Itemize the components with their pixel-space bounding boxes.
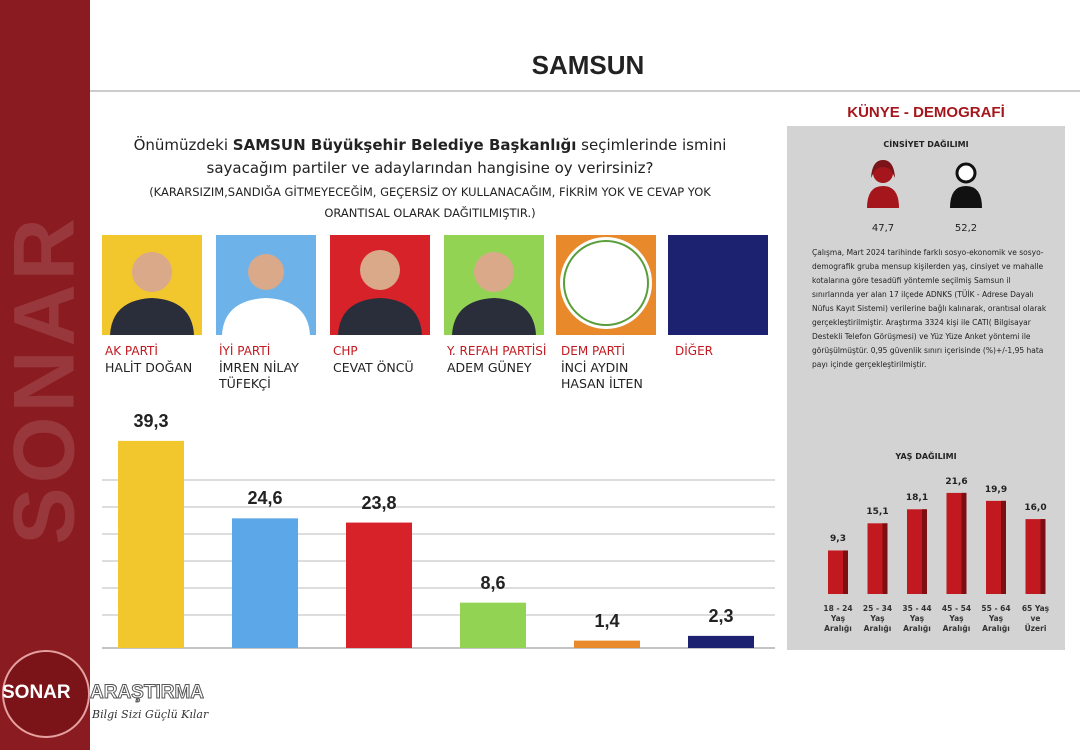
candidate-label: İNCİ AYDIN HASAN İLTEN <box>561 360 643 391</box>
panel-header: KÜNYE - DEMOGRAFİ <box>847 104 1005 121</box>
x-tick-label: 45 - 54 Yaş Aralığı <box>941 604 972 633</box>
method-text: Çalışma, Mart 2024 tarihinde farklı sosy… <box>812 248 1047 369</box>
value-label: 18,1 <box>905 493 929 504</box>
page-title: SAMSUN <box>531 50 645 80</box>
bar-side <box>882 523 888 594</box>
sidebar: SONAR <box>0 0 90 750</box>
question-text: seçimlerinde ismini sayacağım partiler v… <box>206 136 727 177</box>
candidate-label: CEVAT ÖNCÜ <box>333 360 414 375</box>
female-value: 47,7 <box>871 223 895 234</box>
candidate-label: İMREN NİLAY TÜFEKÇİ <box>219 360 299 391</box>
bar-side <box>1001 500 1006 594</box>
value-label: 23,8 <box>361 492 397 513</box>
party-label: CHP <box>333 344 358 358</box>
note: (KARARSIZIM,SANDIĞA GİTMEYECEĞİM, GEÇERS… <box>149 185 711 220</box>
tagline: Bilgi Sizi Güçlü Kılar <box>92 708 209 721</box>
male-value: 52,2 <box>954 223 978 234</box>
question-text: Önümüzdeki <box>133 136 228 154</box>
photos <box>102 235 768 335</box>
bar-side <box>1040 519 1046 594</box>
value-label: 2,3 <box>708 605 734 626</box>
x-tick-label: 55 - 64 Yaş Aralığı <box>981 604 1011 633</box>
bar-side <box>961 492 967 594</box>
guides <box>102 479 775 649</box>
bar <box>232 518 298 648</box>
bar <box>688 635 754 648</box>
x-tick-label: 18 - 24 Yaş Aralığı <box>823 604 853 633</box>
brand: ARAŞTIRMA <box>90 682 205 704</box>
age-title: YAŞ DAĞILIMI <box>895 452 957 461</box>
logo-circle <box>2 650 90 738</box>
value-label: 9,3 <box>830 534 846 545</box>
party-label: DİĞER <box>675 344 713 358</box>
party-label: Y. REFAH PARTİSİ <box>447 344 547 358</box>
party-label: DEM PARTİ <box>561 344 626 358</box>
value-label: 39,3 <box>133 410 169 431</box>
gender-title: CİNSİYET DAĞILIMI <box>883 140 969 149</box>
question-bold: SAMSUN Büyükşehir Belediye Başkanlığı <box>232 136 577 154</box>
value-label: 1,4 <box>594 610 620 631</box>
value-label: 19,9 <box>984 484 1008 495</box>
logo-text: SONAR <box>2 682 71 703</box>
value-label: 21,6 <box>945 476 968 487</box>
party-label: AK PARTİ <box>105 344 158 358</box>
value-label: 16,0 <box>1024 503 1047 514</box>
value-label: 24,6 <box>247 488 283 509</box>
question: Önümüzdeki SAMSUN Büyükşehir Belediye Ba… <box>130 134 730 180</box>
candidate-label: HALİT DOĞAN <box>105 360 193 375</box>
x-tick-label: 25 - 34 Yaş Aralığı <box>862 604 893 633</box>
x-tick-label: 35 - 44 Yaş Aralığı <box>902 604 932 633</box>
value-label: 8,6 <box>480 572 506 593</box>
candidate-label: ADEM GÜNEY <box>447 360 532 375</box>
bar-side <box>843 550 848 594</box>
value-label: 15,1 <box>866 507 889 518</box>
bar <box>118 440 184 648</box>
party-label: İYİ PARTİ <box>219 344 271 358</box>
bar <box>574 640 640 648</box>
divider <box>90 90 1080 92</box>
bar <box>346 522 412 648</box>
bar-side <box>922 509 927 594</box>
icons <box>867 160 982 208</box>
bar <box>460 602 526 648</box>
x-tick-label: 65 Yaş ve Üzeri <box>1021 604 1050 633</box>
